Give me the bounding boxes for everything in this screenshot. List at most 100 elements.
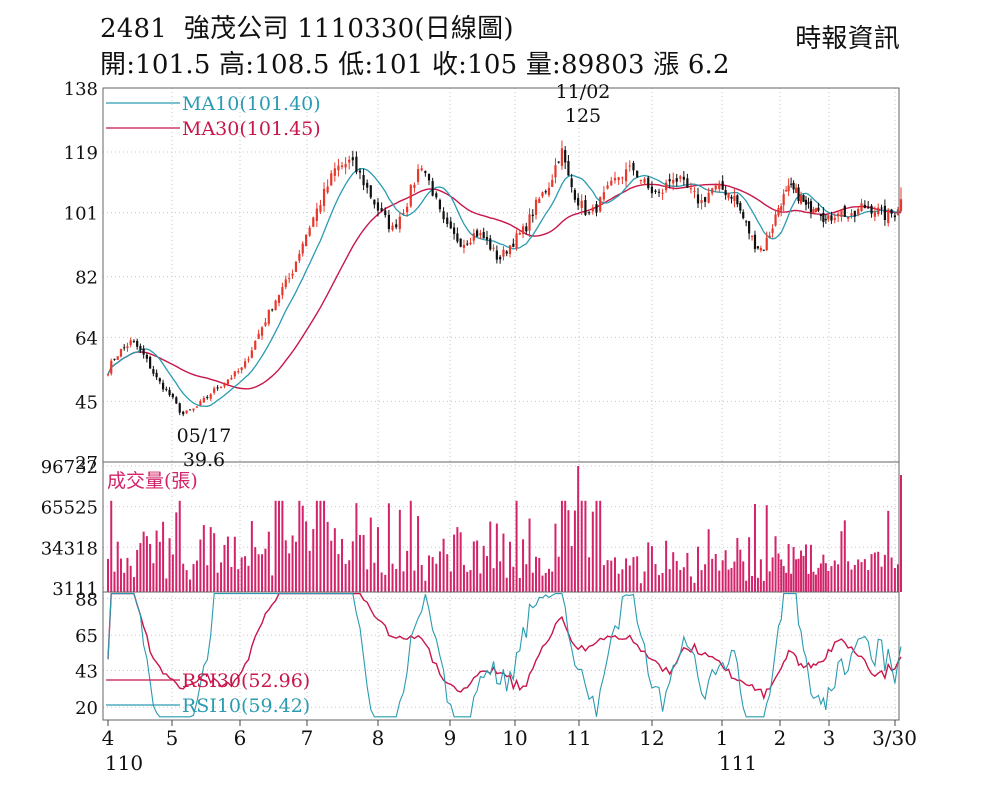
volume-bar (896, 564, 899, 592)
volume-bar (110, 500, 113, 592)
candle-body (482, 232, 485, 239)
volume-bar (890, 557, 893, 592)
candle-body (675, 178, 678, 182)
volume-bar (288, 553, 291, 592)
volume-bar (602, 565, 605, 592)
candle-body (254, 340, 257, 350)
candle-body (223, 383, 226, 387)
volume-bar (753, 503, 756, 592)
volume-bar (213, 533, 216, 592)
candle-body (880, 207, 883, 209)
rsi-tick-label: 88 (75, 589, 98, 610)
candle-body (700, 200, 703, 204)
rsi30-legend-label: RSI30(52.96) (182, 670, 310, 692)
candle-body (502, 249, 505, 257)
candle-body (384, 210, 387, 216)
candle-body (495, 250, 498, 260)
candle-body (476, 230, 479, 237)
volume-bar (544, 572, 547, 592)
candle-body (165, 388, 168, 390)
candle-body (312, 217, 315, 227)
volume-bar (724, 550, 727, 592)
candle-body (446, 217, 449, 224)
candle-body (817, 207, 820, 211)
candle-body (298, 253, 301, 261)
volume-bar (244, 556, 247, 592)
volume-bar (337, 554, 340, 592)
volume-bar (707, 529, 710, 592)
candle-body (733, 195, 736, 202)
volume-bar (406, 550, 409, 592)
candle-body (199, 401, 202, 406)
candle-body (145, 354, 148, 359)
volume-bar (625, 558, 628, 592)
candle-body (774, 214, 777, 226)
volume-bar (168, 538, 171, 592)
volume-panel-label: 成交量(張) (107, 470, 198, 492)
volume-bar (599, 500, 602, 592)
volume-bar (305, 521, 308, 592)
volume-bar (689, 576, 692, 592)
volume-bar (535, 556, 538, 592)
candle-body (233, 371, 236, 377)
volume-bar (528, 518, 531, 592)
candle-body (485, 237, 489, 240)
candle-body (870, 205, 873, 214)
candle-body (391, 225, 394, 230)
volume-bar (469, 570, 472, 592)
candle-body (202, 397, 205, 403)
volume-bar (319, 500, 322, 592)
candle-body (479, 233, 482, 236)
candle-body (171, 393, 174, 398)
volume-bar (771, 557, 774, 592)
candle-body (727, 193, 730, 198)
volume-bar (736, 538, 739, 592)
volume-bar (178, 500, 181, 592)
candle-body (762, 249, 765, 251)
volume-bar (863, 559, 866, 592)
candle-body (155, 372, 158, 378)
volume-bar (315, 500, 318, 592)
candle-body (557, 161, 560, 163)
candle-body (807, 202, 810, 204)
candle-body (647, 177, 650, 189)
candle-body (850, 213, 853, 216)
candle-body (682, 176, 685, 180)
candle-body (584, 200, 587, 215)
high-value-annotation: 125 (565, 105, 601, 127)
volume-bar (650, 546, 653, 592)
candle-body (438, 199, 442, 210)
volume-bar (185, 570, 188, 592)
volume-bar (759, 559, 762, 592)
volume-bar (380, 572, 383, 592)
candle-body (736, 195, 739, 205)
candle-body (617, 177, 620, 181)
volume-bar (756, 577, 759, 592)
candle-body (330, 173, 333, 186)
candle-body (679, 176, 682, 179)
candle-body (893, 215, 897, 218)
candle-body (812, 209, 815, 214)
volume-bar (730, 567, 733, 592)
candle-body (158, 378, 161, 382)
candle-body (499, 256, 502, 260)
candle-body (602, 192, 605, 200)
volume-bar (192, 564, 195, 592)
volume-bar (274, 500, 277, 592)
volume-bar (362, 535, 365, 592)
volume-bar (525, 564, 528, 592)
candle-body (230, 377, 233, 380)
candle-body (560, 148, 564, 166)
candle-body (606, 185, 609, 189)
volume-bar (162, 521, 165, 592)
candle-body (237, 371, 240, 373)
volume-bar (294, 541, 297, 592)
candle-body (534, 199, 538, 215)
volume-bar (795, 559, 798, 592)
volume-bar (802, 555, 805, 592)
candle-body (621, 177, 624, 179)
month-label: 3 (823, 726, 836, 750)
volume-bar (312, 529, 315, 592)
volume-bar (376, 527, 379, 592)
